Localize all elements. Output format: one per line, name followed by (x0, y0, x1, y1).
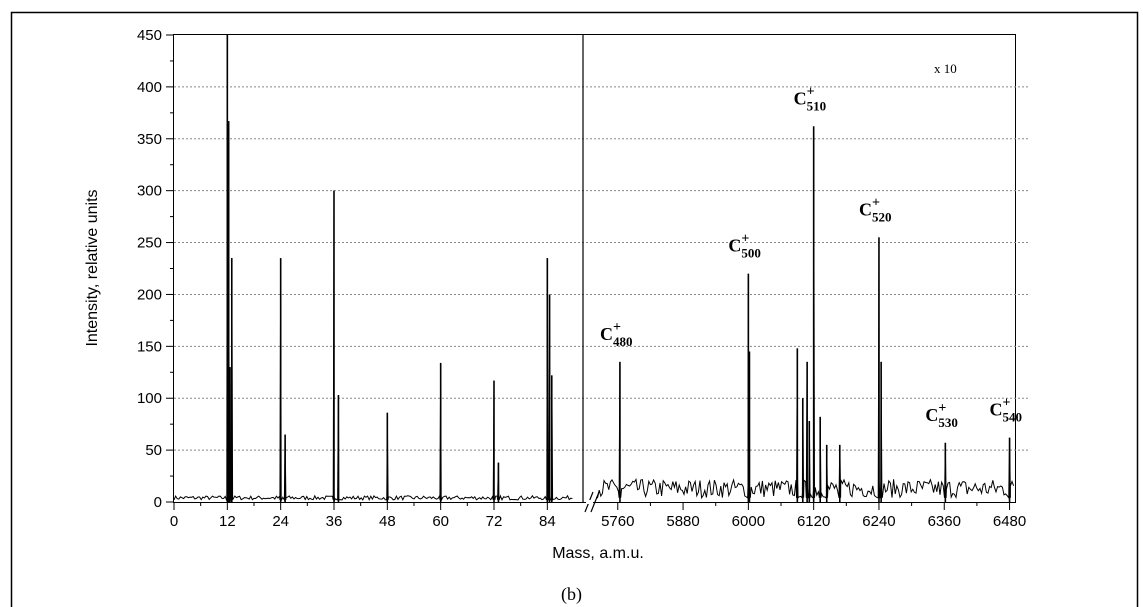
y-axis: 0 50 100 150 200 250 300 350 400 450 (137, 27, 174, 511)
panel-label: (b) (561, 584, 582, 604)
x-tick-label: 6480 (993, 513, 1026, 530)
x-tick-label: 84 (539, 513, 556, 530)
peak-label-c530: C530 (925, 405, 958, 430)
y-tick-label: 300 (137, 183, 162, 200)
peak-label-charge: + (613, 320, 621, 335)
spectrum-traces (173, 34, 1015, 502)
figure-border (10, 11, 1139, 607)
peak-label-charge: + (872, 195, 880, 210)
x-tick-label: 6360 (928, 513, 961, 530)
x-tick-label: 6000 (732, 513, 765, 530)
peak-label-c520: C520 (859, 199, 892, 224)
x-axis-title: Mass, a.m.u. (552, 545, 644, 562)
y-tick-label: 450 (137, 27, 162, 44)
x-tick-label: 60 (432, 513, 449, 530)
y-tick-label: 150 (137, 338, 162, 355)
plot-frame (173, 34, 1016, 503)
y-tick-label: 250 (137, 235, 162, 252)
x-tick-label: 48 (379, 513, 396, 530)
x-tick-label: 36 (326, 513, 343, 530)
y-tick-label: 100 (137, 390, 162, 407)
peak-label-charge: + (807, 84, 815, 99)
spectrum-trace-high-mass (595, 126, 1015, 500)
x-tick-label: 6240 (862, 513, 895, 530)
peak-label-charge: + (741, 232, 749, 247)
y-tick-label: 0 (154, 494, 162, 511)
y-tick-label: 50 (145, 442, 162, 459)
peak-label-c480: C480 (600, 324, 633, 349)
x-tick-label: 6120 (797, 513, 830, 530)
x-tick-label: 12 (219, 513, 236, 530)
x-axis: 0 12 24 36 48 60 72 84 5760 5880 6000 6120 6240 6360 6… (170, 35, 1026, 530)
y-tick-label: 400 (137, 79, 162, 96)
peak-label-c510: C510 (794, 88, 827, 113)
axis-break-gap (586, 500, 593, 504)
scale-annotation: x 10 (934, 61, 957, 76)
spectrum-trace-low-mass (173, 34, 573, 502)
peak-label-c540: C540 (990, 400, 1023, 425)
y-tick-label: 200 (137, 286, 162, 303)
y-axis-title: Intensity, relative units (84, 189, 101, 346)
x-tick-label: 5880 (666, 513, 699, 530)
peak-label-charge: + (938, 401, 946, 416)
x-tick-label: 0 (170, 513, 178, 530)
peak-label-charge: + (1003, 396, 1011, 411)
peak-label-c500: C500 (728, 236, 761, 261)
x-tick-label: 72 (486, 513, 503, 530)
y-tick-label: 350 (137, 131, 162, 148)
x-tick-label: 24 (272, 513, 289, 530)
peak-labels: C480+C500+C510+C520+C530+ C540+ (600, 84, 1022, 430)
x-tick-label: 5760 (601, 513, 634, 530)
grid-lines (174, 86, 1030, 451)
